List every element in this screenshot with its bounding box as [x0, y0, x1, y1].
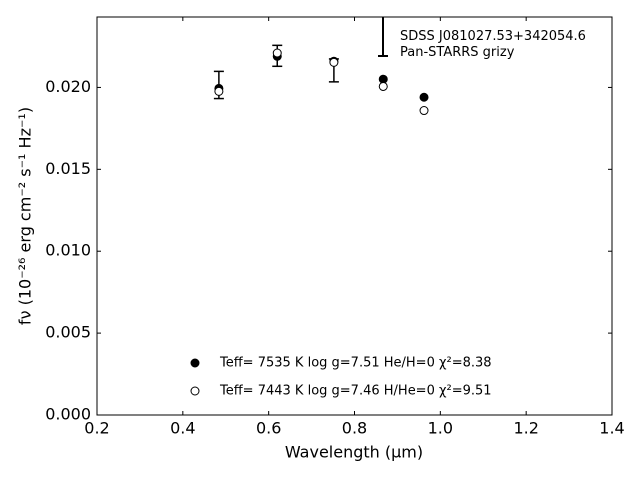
data-point — [329, 57, 339, 67]
legend-marker — [190, 358, 200, 368]
y-tick-label: 0.005 — [45, 323, 91, 342]
legend-label: Teff= 7535 K log g=7.51 He/H=0 χ²=8.38 — [219, 356, 492, 371]
x-tick-label: 0.8 — [342, 419, 367, 438]
data-point — [419, 106, 429, 116]
data-point — [378, 81, 388, 91]
legend-line: SDSS J081027.53+342054.6 — [400, 29, 586, 44]
legend-line: Pan-STARRS grizy — [400, 45, 515, 60]
data-point — [419, 92, 429, 102]
x-tick-label: 0.6 — [256, 419, 281, 438]
y-axis-label: fν (10⁻²⁶ erg cm⁻² s⁻¹ Hz⁻¹) — [16, 107, 35, 325]
y-tick-label: 0.010 — [45, 241, 91, 260]
y-tick-label: 0.020 — [45, 77, 91, 96]
x-tick-label: 1.4 — [599, 419, 624, 438]
x-axis-label: Wavelength (μm) — [285, 443, 423, 462]
x-tick-label: 1.2 — [513, 419, 538, 438]
x-tick-label: 0.2 — [84, 419, 109, 438]
x-tick-label: 0.4 — [170, 419, 195, 438]
y-tick-label: 0.000 — [45, 405, 91, 424]
y-tick-label: 0.015 — [45, 159, 91, 178]
data-point — [214, 86, 224, 96]
x-tick-label: 1.0 — [428, 419, 453, 438]
legend-label: Teff= 7443 K log g=7.46 H/He=0 χ²=9.51 — [219, 384, 492, 399]
data-point — [272, 48, 282, 58]
legend-label: SDSS J081027.53+342054.6 Pan-STARRS grizy — [400, 29, 586, 60]
legend-marker — [190, 386, 200, 396]
